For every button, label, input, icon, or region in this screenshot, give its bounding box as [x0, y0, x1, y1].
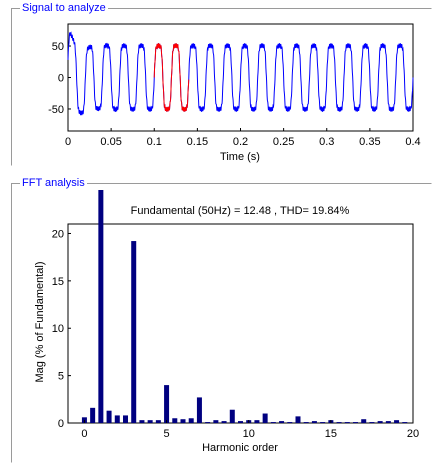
- signal-panel-title: Signal to analyze: [20, 1, 108, 15]
- fft-panel-title: FFT analysis: [20, 176, 87, 190]
- signal-panel: Signal to analyze: [11, 1, 432, 166]
- fft-panel: FFT analysis: [11, 176, 432, 463]
